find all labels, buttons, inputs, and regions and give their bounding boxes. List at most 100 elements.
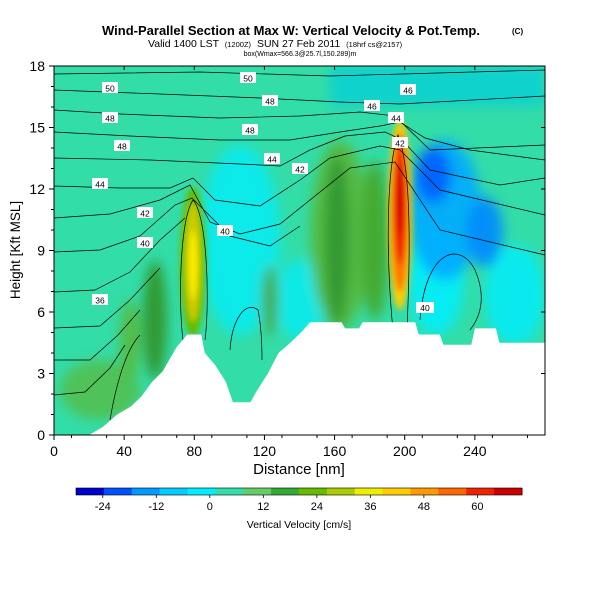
y-tick-label: 6	[37, 304, 45, 320]
terrain-mask	[54, 322, 545, 435]
contour-label-bg	[217, 225, 233, 236]
isentrope-label: 44	[95, 180, 105, 190]
valid-time: Valid 1400 LST	[148, 38, 220, 50]
isentrope-line	[54, 197, 301, 253]
chart-title: Wind-Parallel Section at Max W: Vertical…	[102, 23, 480, 38]
x-tick-label: 0	[50, 443, 58, 459]
colorbar-band	[76, 488, 105, 495]
colorbar-tick-label: 36	[364, 501, 376, 513]
colorbar-band	[466, 488, 495, 495]
isentrope-label: 46	[367, 102, 377, 112]
colorbar-band	[382, 488, 411, 495]
contour-label-bg	[92, 294, 108, 305]
colorbar-band	[103, 488, 133, 495]
colorbar-tick-label: 48	[418, 501, 430, 513]
y-axis-label: Height [Kft MSL]	[8, 201, 23, 299]
isentrope-line	[54, 121, 545, 161]
isentrope-label: 42	[140, 209, 150, 219]
contour-label-bg	[262, 95, 278, 106]
contour-label-bg	[137, 207, 153, 218]
colorbar-tick-label: 0	[207, 501, 213, 513]
isentrope-line	[54, 161, 545, 256]
x-tick-label: 80	[186, 443, 202, 459]
velocity-field	[60, 66, 545, 420]
contour-label-bg	[242, 124, 258, 135]
colorbar-band	[410, 488, 439, 495]
contour-label-bg	[264, 153, 280, 164]
contour-label-bg	[114, 140, 130, 151]
contour-label-bg	[92, 178, 108, 189]
contour-label-bg	[400, 84, 416, 95]
x-tick-label: 240	[463, 443, 487, 459]
isentrope-label: 48	[245, 126, 255, 136]
isentrope-label: 46	[403, 86, 413, 96]
isentrope-label: 40	[140, 239, 150, 249]
valid-time-utc: (1200Z)	[225, 40, 252, 49]
isentrope-line	[54, 89, 545, 105]
valid-date: SUN 27 Feb 2011	[257, 38, 340, 50]
isentrope-label: 44	[391, 114, 401, 124]
colorbar-frame	[75, 487, 523, 496]
x-tick-label: 120	[253, 443, 277, 459]
colorbar-band	[354, 488, 384, 495]
valid-time-line: Valid 1400 LST (1200Z) SUN 27 Feb 2011 (…	[148, 38, 403, 50]
x-axis-label: Distance [nm]	[253, 461, 345, 478]
y-tick-label: 9	[37, 243, 45, 259]
isentrope-label: 48	[117, 142, 127, 152]
colorbar-band	[131, 488, 161, 495]
isentrope-label: 36	[95, 296, 105, 306]
colorbar-band	[494, 488, 523, 495]
sub-line: box(Wmax=566.3@25.7l,150.289)m	[244, 51, 357, 58]
colorbar-band	[271, 488, 300, 495]
x-tick-label: 200	[393, 443, 417, 459]
x-tick-label: 40	[116, 443, 132, 459]
contour-label-bg	[102, 82, 118, 93]
contour-label-bg	[102, 112, 118, 123]
isentrope-label: 50	[243, 74, 253, 84]
isentrope-label: 50	[105, 84, 115, 94]
colorbar-band	[159, 488, 188, 495]
isentrope-line	[54, 109, 545, 151]
contour-label-bg	[137, 237, 153, 248]
colorbar: -24 -12 0 12 24 36 48 60	[75, 487, 523, 513]
colorbar-tick-label: -24	[95, 501, 111, 513]
colorbar-label: Vertical Velocity [cm/s]	[247, 519, 352, 531]
isentrope-line	[54, 344, 126, 396]
colorbar-band	[438, 488, 467, 495]
colorbar-band	[215, 488, 244, 495]
colorbar-tick-label: 24	[311, 501, 323, 513]
colorbar-tick-label: -12	[148, 501, 164, 513]
isentrope-label: 44	[267, 155, 277, 165]
contour-label-bg	[240, 72, 256, 83]
y-tick-label: 18	[29, 58, 45, 74]
isentrope-line	[54, 267, 161, 329]
contour-labels: 50 50 48 48 46 46 48 48 44 44 44 42 42 42 40 40 36 40	[92, 72, 434, 313]
x-tick-label: 160	[323, 443, 347, 459]
w-contours	[109, 133, 482, 421]
w-contour-label: 40	[420, 303, 430, 313]
isentrope-line	[54, 145, 545, 216]
valid-run: (18hrf cs@2157)	[346, 40, 402, 49]
isentrope-line	[54, 69, 545, 77]
contour-label-bg	[416, 302, 434, 313]
y-tick-label: 0	[37, 427, 45, 443]
contour-label-bg	[388, 112, 404, 123]
plot-area	[54, 66, 545, 435]
isentrope-label: 42	[395, 139, 405, 149]
colorbar-band	[187, 488, 216, 495]
contour-label-bg	[292, 163, 308, 174]
isentrope-label: 48	[265, 97, 275, 107]
colorbar-band	[326, 488, 356, 495]
colorbar-tick-label: 60	[471, 501, 483, 513]
isentrope-line	[54, 309, 141, 361]
isentrope-label: 42	[295, 165, 305, 175]
y-tick-label: 3	[37, 366, 45, 382]
colorbar-band	[243, 488, 272, 495]
colorbar-tick-label: 12	[257, 501, 269, 513]
y-tick-label: 15	[29, 120, 45, 136]
contour-label-bg	[392, 137, 408, 148]
isentrope-line	[54, 217, 186, 293]
isentrope-label: 48	[105, 114, 115, 124]
